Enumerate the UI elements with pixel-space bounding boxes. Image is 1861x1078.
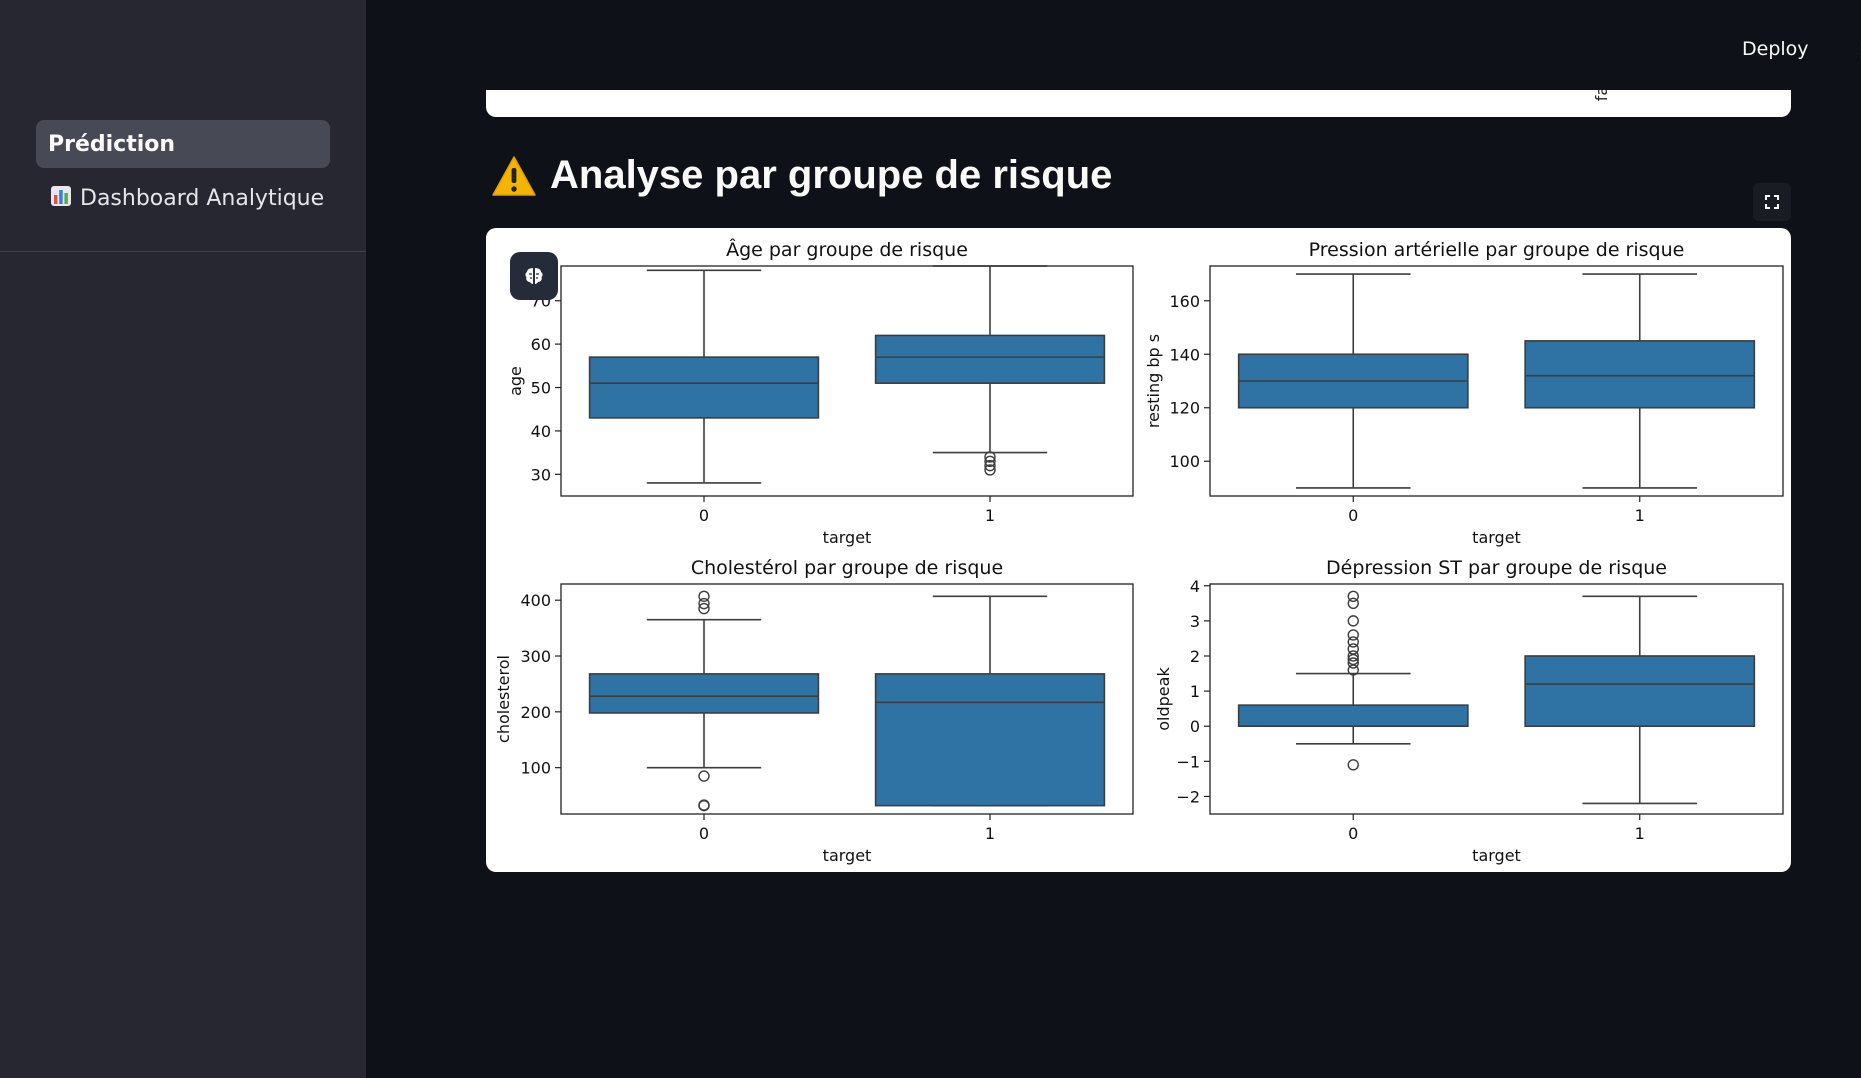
previous-chart-card: fa bbox=[486, 90, 1791, 117]
y-tick-label: 3 bbox=[1190, 612, 1200, 631]
outlier-point bbox=[1347, 615, 1359, 627]
outlier-point bbox=[1347, 629, 1359, 641]
y-tick-label: 300 bbox=[520, 647, 551, 666]
chart-title: Dépression ST par groupe de risque bbox=[1326, 557, 1667, 579]
outlier-point bbox=[698, 799, 710, 812]
y-tick-label: 400 bbox=[520, 591, 551, 610]
outlier-point bbox=[698, 770, 710, 782]
axes-frame bbox=[560, 583, 1134, 815]
outlier-point bbox=[984, 459, 996, 472]
x-axis-label: target bbox=[823, 528, 872, 547]
y-tick-label: 60 bbox=[531, 335, 551, 354]
y-axis-label: cholesterol bbox=[494, 655, 513, 743]
box bbox=[1524, 655, 1756, 728]
x-tick-label: 1 bbox=[1635, 824, 1645, 843]
y-axis-label: oldpeak bbox=[1154, 667, 1173, 731]
outlier-point bbox=[698, 597, 710, 610]
y-tick-label: 100 bbox=[1169, 452, 1200, 471]
y-tick-label: −2 bbox=[1176, 787, 1200, 806]
y-tick-label: 1 bbox=[1190, 682, 1200, 701]
outlier-point bbox=[1347, 590, 1359, 602]
x-tick-label: 0 bbox=[1348, 506, 1358, 525]
axes-frame bbox=[1209, 265, 1784, 497]
x-axis-label: target bbox=[823, 846, 872, 865]
brain-icon bbox=[525, 268, 543, 284]
box bbox=[588, 673, 820, 714]
sidebar-item-label: Prédiction bbox=[48, 131, 176, 157]
sidebar-item-label: Dashboard Analytique bbox=[80, 185, 325, 211]
x-tick-label: 1 bbox=[1635, 506, 1645, 525]
y-tick-label: 120 bbox=[1169, 399, 1200, 418]
y-tick-label: 4 bbox=[1190, 577, 1200, 596]
outlier-point bbox=[984, 451, 996, 463]
main-menu-icon[interactable]: ⋮ bbox=[1852, 40, 1861, 62]
section-heading: Analyse par groupe de risque bbox=[492, 153, 1112, 198]
y-tick-label: 160 bbox=[1169, 292, 1200, 311]
y-tick-label: 2 bbox=[1190, 647, 1200, 666]
boxplot-figure: Âge par groupe de risque 30 40 50 60 70 0 1 targ… bbox=[486, 228, 1791, 872]
sidebar: Prédiction Dashboard Analytique bbox=[0, 0, 366, 1078]
y-tick-label: −1 bbox=[1176, 752, 1200, 771]
y-axis-label: resting bp s bbox=[1144, 334, 1163, 428]
chart-title: Pression artérielle par groupe de risque bbox=[1309, 239, 1685, 261]
sidebar-item-prediction[interactable]: Prédiction bbox=[36, 120, 330, 168]
x-axis-label: target bbox=[1472, 528, 1521, 547]
outlier-point bbox=[1347, 597, 1359, 610]
sidebar-divider bbox=[0, 251, 366, 252]
x-tick-label: 0 bbox=[1348, 824, 1358, 843]
outlier-point bbox=[1347, 636, 1359, 648]
outlier-point bbox=[1347, 664, 1359, 676]
box bbox=[588, 356, 820, 419]
y-tick-label: 30 bbox=[531, 465, 551, 484]
box bbox=[1237, 704, 1469, 728]
sidebar-item-dashboard-analytique[interactable]: Dashboard Analytique bbox=[36, 174, 330, 222]
chart-title: Âge par groupe de risque bbox=[726, 238, 968, 261]
box bbox=[874, 334, 1106, 384]
axes-frame bbox=[560, 265, 1134, 497]
y-tick-label: 200 bbox=[520, 703, 551, 722]
outlier-point bbox=[698, 602, 710, 615]
outlier-point bbox=[698, 590, 710, 602]
deploy-button[interactable]: Deploy bbox=[1742, 38, 1809, 60]
bar-chart-icon bbox=[50, 185, 72, 212]
outlier-point bbox=[1347, 650, 1359, 662]
outlier-point bbox=[984, 455, 996, 467]
y-axis-label: age bbox=[506, 366, 525, 396]
axes-frame bbox=[1209, 583, 1784, 815]
outlier-point bbox=[1347, 759, 1359, 771]
y-tick-label: 140 bbox=[1169, 345, 1200, 364]
y-tick-label: 40 bbox=[531, 422, 551, 441]
ai-assistant-button[interactable] bbox=[510, 252, 558, 300]
x-tick-label: 1 bbox=[985, 824, 995, 843]
y-tick-label: 100 bbox=[520, 759, 551, 778]
x-tick-label: 0 bbox=[699, 824, 709, 843]
box bbox=[1524, 340, 1756, 409]
x-tick-label: 1 bbox=[985, 506, 995, 525]
clipped-axis-label: fa bbox=[1592, 90, 1612, 102]
x-tick-label: 0 bbox=[699, 506, 709, 525]
page-title: Analyse par groupe de risque bbox=[550, 153, 1113, 197]
box bbox=[874, 673, 1106, 807]
warning-icon bbox=[492, 155, 536, 196]
outlier-point bbox=[984, 464, 996, 476]
expand-icon bbox=[1765, 195, 1779, 209]
y-tick-label: 0 bbox=[1190, 717, 1200, 736]
chart-title: Cholestérol par groupe de risque bbox=[691, 557, 1003, 579]
y-tick-label: 50 bbox=[531, 379, 551, 398]
x-axis-label: target bbox=[1472, 846, 1521, 865]
fullscreen-button[interactable] bbox=[1753, 183, 1791, 221]
outlier-point bbox=[1347, 657, 1359, 669]
